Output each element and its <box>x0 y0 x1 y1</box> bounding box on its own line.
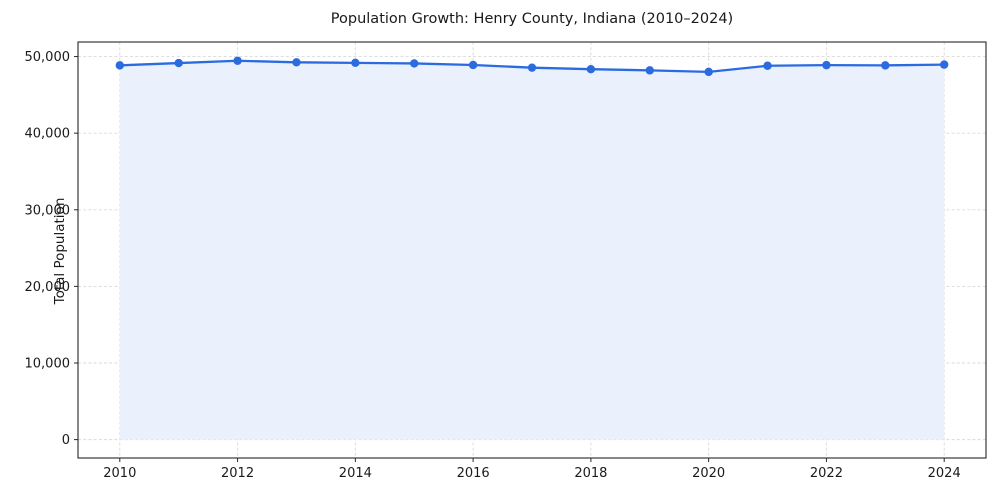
data-point <box>468 60 478 70</box>
data-point <box>763 61 772 70</box>
data-point <box>174 58 183 68</box>
x-tick-label: 2018 <box>574 466 607 481</box>
data-point <box>527 63 537 72</box>
y-tick-label: 50,000 <box>25 50 71 65</box>
y-tick-label: 10,000 <box>25 357 71 372</box>
data-point <box>939 60 949 69</box>
plot-border <box>77 41 987 459</box>
x-tick-label: 2012 <box>221 466 254 481</box>
y-tick-label: 0 <box>62 433 70 448</box>
data-point <box>586 64 596 74</box>
data-point <box>822 60 831 70</box>
x-tick-label: 2022 <box>810 466 843 481</box>
data-point <box>351 58 360 68</box>
x-tick-label: 2016 <box>457 466 490 481</box>
y-tick-label: 20,000 <box>25 280 71 295</box>
x-tick-label: 2024 <box>928 466 961 481</box>
data-point <box>881 61 890 70</box>
data-point <box>704 67 713 77</box>
y-tick-label: 40,000 <box>25 127 71 142</box>
data-point <box>292 58 301 67</box>
y-tick-label: 30,000 <box>25 203 71 218</box>
data-point <box>410 59 419 68</box>
x-tick-label: 2020 <box>692 466 725 481</box>
data-point <box>233 56 242 65</box>
x-tick-label: 2010 <box>103 466 136 481</box>
x-tick-label: 2014 <box>339 466 372 481</box>
chart-title: Population Growth: Henry County, Indiana… <box>330 11 734 27</box>
data-point <box>645 66 654 75</box>
data-point <box>115 61 125 70</box>
area-fill <box>119 60 945 440</box>
